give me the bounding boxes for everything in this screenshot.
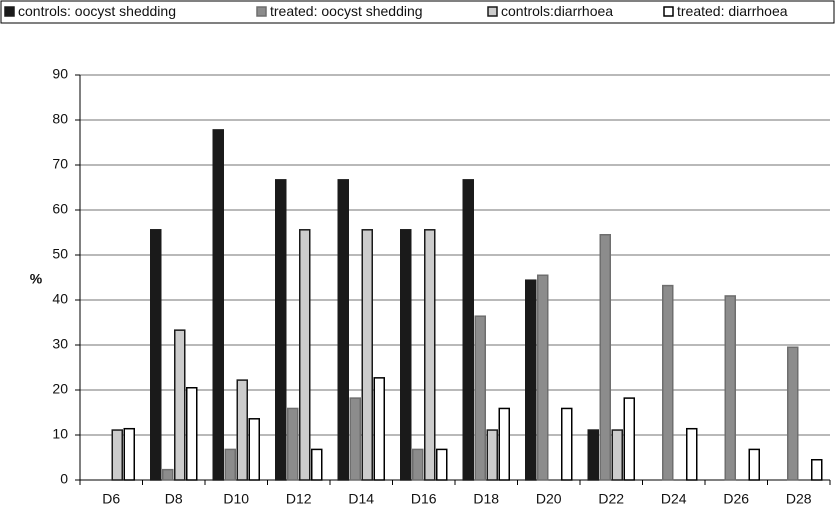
y-tick-label: 50 <box>52 246 68 262</box>
legend-label: treated: oocyst shedding <box>270 3 423 19</box>
y-tick-label: 90 <box>52 66 68 82</box>
y-tick-label: 10 <box>52 426 68 442</box>
x-tick-label: D28 <box>786 491 812 507</box>
legend-box <box>0 0 835 24</box>
bar <box>349 397 361 481</box>
bar <box>373 377 385 481</box>
bar <box>424 229 436 481</box>
y-tick-label: 60 <box>52 201 68 217</box>
x-tick-label: D26 <box>723 491 749 507</box>
bar <box>224 448 236 481</box>
x-tick-label: D20 <box>536 491 562 507</box>
x-tick-label: D18 <box>473 491 499 507</box>
bar <box>748 448 760 481</box>
x-tick-label: D10 <box>223 491 249 507</box>
bar <box>599 234 611 481</box>
x-tick-label: D12 <box>286 491 312 507</box>
bar <box>537 274 549 481</box>
bar <box>111 429 123 481</box>
bar <box>436 448 448 481</box>
bar <box>525 279 537 481</box>
bar <box>724 295 736 481</box>
bar <box>474 315 486 481</box>
bar <box>186 387 198 481</box>
legend-swatch <box>487 6 498 17</box>
bar <box>123 427 135 481</box>
y-tick-label: 30 <box>52 336 68 352</box>
legend-label: controls:diarrhoea <box>501 3 613 19</box>
bar <box>686 427 698 481</box>
bar <box>462 179 474 481</box>
bar <box>299 229 311 481</box>
bar <box>587 429 599 481</box>
y-axis-label: % <box>30 271 43 287</box>
legend-swatch <box>256 6 267 17</box>
y-tick-label: 40 <box>52 291 68 307</box>
legend-swatch <box>663 6 674 17</box>
bar <box>400 229 412 481</box>
bar <box>287 407 299 481</box>
bar <box>248 418 260 481</box>
y-tick-label: 70 <box>52 156 68 172</box>
x-tick-label: D16 <box>411 491 437 507</box>
bar <box>561 407 573 481</box>
bar <box>236 379 248 481</box>
bar <box>174 329 186 481</box>
bar <box>361 229 373 481</box>
bar <box>150 229 162 481</box>
bar <box>311 448 323 481</box>
x-tick-label: D8 <box>165 491 183 507</box>
legend-label: controls: oocyst shedding <box>18 3 176 19</box>
bar <box>486 429 498 481</box>
bar <box>212 129 224 481</box>
bar <box>498 407 510 481</box>
bar <box>662 284 674 481</box>
bar <box>337 179 349 481</box>
x-tick-label: D14 <box>348 491 374 507</box>
x-tick-label: D22 <box>598 491 624 507</box>
bar <box>611 429 623 481</box>
legend-swatch <box>4 6 15 17</box>
x-tick-label: D6 <box>102 491 120 507</box>
bar <box>162 468 174 481</box>
legend-label: treated: diarrhoea <box>677 3 788 19</box>
bar <box>811 459 823 481</box>
y-tick-label: 80 <box>52 111 68 127</box>
bar <box>787 346 799 481</box>
y-tick-label: 20 <box>52 381 68 397</box>
bar <box>412 448 424 481</box>
bar <box>275 179 287 481</box>
bar <box>623 397 635 481</box>
y-tick-label: 0 <box>60 471 68 487</box>
x-tick-label: D24 <box>661 491 687 507</box>
